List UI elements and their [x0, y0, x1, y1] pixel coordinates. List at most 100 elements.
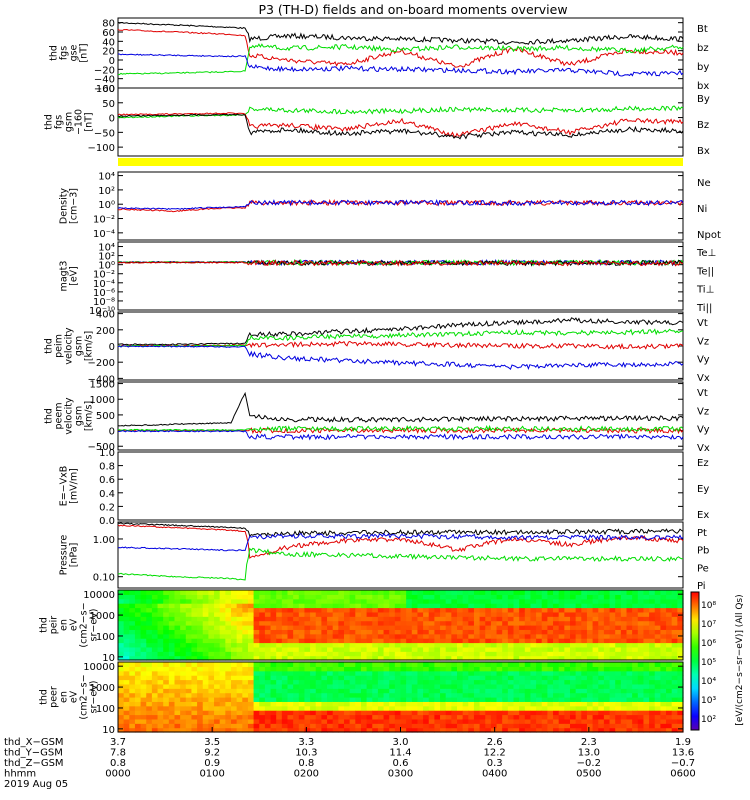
spectrogram-cell	[168, 701, 176, 707]
spectrogram-cell	[649, 723, 656, 729]
spectrogram-cell	[445, 590, 452, 595]
spectrogram-cell	[366, 611, 373, 617]
spectrogram-cell	[632, 666, 639, 672]
spectrogram-cell	[411, 701, 419, 707]
legend-Ti||: Ti||	[696, 303, 712, 314]
spectrogram-cell	[327, 607, 334, 613]
spectrogram-cell	[140, 616, 147, 622]
spectrogram-cell	[462, 655, 469, 661]
spectrogram-cell	[553, 646, 560, 652]
spectrogram-cell	[140, 590, 147, 595]
spectrogram-cell	[151, 620, 159, 626]
spectrogram-cell	[660, 616, 667, 622]
spectrogram-cell	[349, 655, 356, 661]
spectrogram-cell	[609, 611, 616, 617]
spectrogram-cell	[242, 616, 249, 622]
spectrogram-cell	[225, 670, 232, 676]
spectrogram-cell	[423, 662, 430, 667]
spectrogram-cell	[451, 675, 458, 681]
y-axis-label-line: fgs	[59, 46, 70, 60]
spectrogram-cell	[372, 714, 379, 720]
spectrogram-cell	[553, 620, 560, 626]
spectrogram-cell	[603, 675, 611, 681]
spectrogram-cell	[242, 666, 249, 672]
spectrogram-cell	[140, 710, 147, 716]
spectrogram-cell	[253, 692, 260, 698]
spectrogram-cell	[406, 625, 413, 630]
spectrogram-cell	[332, 620, 339, 626]
spectrogram-cell	[547, 629, 554, 635]
spectrogram-cell	[270, 697, 277, 702]
spectrogram-cell	[383, 666, 390, 672]
spectrogram-cell	[411, 594, 419, 600]
spectrogram-cell	[180, 633, 187, 639]
spectrogram-cell	[423, 598, 430, 604]
spectrogram-cell	[615, 642, 622, 648]
series-group	[117, 317, 684, 371]
spectrogram-cell	[473, 683, 481, 689]
spectrogram-cell	[496, 642, 503, 648]
spectrogram-cell	[208, 611, 215, 617]
spectrogram-cell	[536, 651, 543, 657]
spectrogram-cell	[502, 629, 509, 635]
spectrogram-cell	[123, 638, 130, 644]
spectrogram-cell	[620, 697, 628, 702]
spectrogram-cell	[547, 692, 554, 698]
spectrogram-cell	[502, 625, 509, 630]
spectrogram-cell	[293, 611, 300, 617]
spectrogram-cell	[214, 697, 221, 702]
spectrogram-cell	[485, 642, 492, 648]
spectrogram-cell	[434, 651, 441, 657]
spectrogram-cell	[626, 603, 633, 609]
spectrogram-cell	[349, 662, 356, 667]
legend-Vz: Vz	[697, 336, 709, 347]
spectrogram-cell	[519, 598, 526, 604]
spectrogram-cell	[134, 701, 142, 707]
y-tick-label: −20	[94, 65, 115, 76]
spectrogram-cell	[400, 718, 407, 724]
spectrogram-cell	[259, 692, 266, 698]
spectrogram-cell	[400, 646, 407, 652]
spectrogram-cell	[457, 662, 464, 667]
spectrogram-cell	[231, 718, 238, 724]
spectrogram-cell	[541, 727, 548, 733]
spectrogram-cell	[406, 651, 413, 657]
spectrogram-cell	[338, 646, 345, 652]
spectrogram-cell	[666, 697, 673, 702]
spectrogram-cell	[479, 683, 486, 689]
spectrogram-cell	[231, 625, 238, 630]
spectrogram-cell	[586, 590, 594, 595]
spectrogram-cell	[524, 688, 532, 694]
spectrogram-cell	[214, 675, 221, 681]
spectrogram-cell	[485, 701, 492, 707]
spectrogram-cell	[168, 607, 176, 613]
spectrogram-cell	[417, 666, 424, 672]
spectrogram-cell	[462, 629, 469, 635]
spectrogram-cell	[332, 607, 339, 613]
spectrogram-cell	[146, 594, 153, 600]
spectrogram-cell	[473, 670, 481, 676]
spectrogram-cell	[157, 629, 164, 635]
spectrogram-cell	[536, 714, 543, 720]
spectrogram-cell	[360, 670, 368, 676]
spectrogram-cell	[146, 603, 153, 609]
spectrogram-cell	[304, 611, 311, 617]
spectrogram-cell	[349, 651, 356, 657]
spectrogram-cell	[151, 710, 159, 716]
series-Pe	[117, 547, 683, 581]
spectrogram-cell	[214, 679, 221, 685]
spectrogram-cell	[541, 670, 548, 676]
spectrogram-cell	[219, 692, 226, 698]
spectrogram-cell	[349, 701, 356, 707]
spectrogram-cell	[615, 670, 622, 676]
y-axis-label-line: sr−eV)	[89, 681, 100, 714]
spectrogram-cell	[366, 590, 373, 595]
spectrogram-cell	[473, 718, 481, 724]
spectrogram-cell	[620, 714, 628, 720]
y-axis-label-line: [km/s]	[84, 331, 95, 361]
spectrogram-cell	[253, 590, 260, 595]
spectrogram-cell	[377, 611, 385, 617]
y-tick-label: 10000	[83, 662, 115, 673]
spectrogram-cell	[609, 646, 616, 652]
